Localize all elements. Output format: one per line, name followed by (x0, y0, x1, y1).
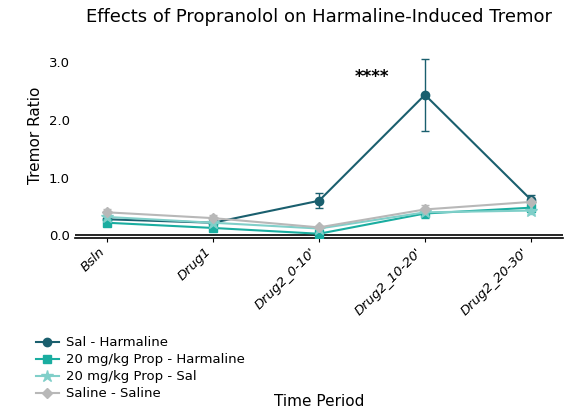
X-axis label: Time Period: Time Period (274, 394, 364, 409)
Y-axis label: Tremor Ratio: Tremor Ratio (28, 87, 44, 184)
Title: Effects of Propranolol on Harmaline-Induced Tremor: Effects of Propranolol on Harmaline-Indu… (86, 8, 552, 26)
Text: ****: **** (355, 68, 389, 86)
Legend: Sal - Harmaline, 20 mg/kg Prop - Harmaline, 20 mg/kg Prop - Sal, Saline - Saline: Sal - Harmaline, 20 mg/kg Prop - Harmali… (35, 337, 245, 400)
